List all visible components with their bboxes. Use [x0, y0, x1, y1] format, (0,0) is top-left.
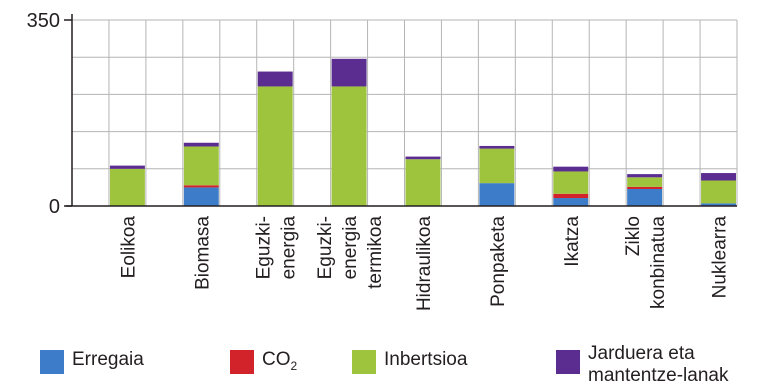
legend: Erregaia CO2 Inbertsioa Jarduera eta man…: [0, 342, 758, 388]
legend-swatch-erregaia: [40, 350, 64, 374]
bar-segment: [479, 183, 515, 206]
legend-label-jarduera-line-2: mantentze-lanak: [588, 365, 729, 386]
bar-segment: [479, 148, 515, 184]
x-tick-label: Hidraulikoa: [414, 216, 435, 311]
x-tick-label: Eguzki-: [315, 216, 336, 279]
bar-segment: [257, 71, 293, 87]
legend-label-co2-text: CO: [262, 349, 291, 370]
x-tick-label: energia: [340, 216, 361, 280]
bar-segment: [405, 159, 441, 206]
bar-segment: [183, 142, 219, 147]
bar-segment: [627, 174, 663, 178]
legend-swatch-co2: [230, 350, 254, 374]
bar-segment: [257, 86, 293, 206]
bar-segment: [479, 145, 515, 149]
y-tick-label: 350: [27, 10, 60, 32]
bar-segment: [553, 166, 589, 172]
x-tick-label: termikoa: [365, 216, 386, 289]
bar-segment: [627, 177, 663, 187]
x-tick-label: Biomasa: [192, 216, 213, 290]
y-tick-label: 0: [49, 196, 60, 218]
legend-swatch-jarduera: [556, 350, 580, 374]
bar-segment: [553, 198, 589, 206]
bar-segment: [701, 203, 736, 206]
x-tick-label: konbinatua: [648, 216, 669, 309]
bar-segment: [553, 171, 589, 194]
bar-segment: [183, 185, 219, 188]
bar-segment: [183, 187, 219, 206]
bar-segment: [109, 168, 145, 206]
bar-segment: [627, 188, 663, 206]
legend-label-erregaia: Erregaia: [72, 349, 144, 370]
x-tick-label: Nuklearra: [710, 216, 731, 299]
legend-label-co2: CO2: [262, 348, 297, 378]
bar-segment: [405, 156, 441, 160]
legend-label-inbertsioa: Inbertsioa: [384, 349, 468, 370]
x-tick-label: Ziklo: [623, 216, 644, 256]
bar-segment: [553, 193, 589, 199]
bar-segment: [701, 173, 736, 181]
legend-label-jarduera-line-1: Jarduera eta: [588, 343, 695, 364]
bar-segment: [701, 180, 736, 204]
x-tick-label: energia: [279, 216, 300, 280]
x-tick-label: Ponpaketa: [488, 216, 509, 307]
x-tick-label: Ikatza: [562, 216, 583, 267]
bar-segment: [183, 146, 219, 186]
bar-segment: [627, 186, 663, 189]
x-tick-label: Eolikoa: [118, 216, 139, 279]
x-tick-label: Eguzki-: [254, 216, 275, 279]
bar-segment: [109, 165, 145, 169]
legend-label-co2-subscript: 2: [290, 358, 298, 373]
bar-segment: [331, 86, 367, 206]
bar-segment: [331, 58, 367, 87]
legend-swatch-inbertsioa: [352, 350, 376, 374]
